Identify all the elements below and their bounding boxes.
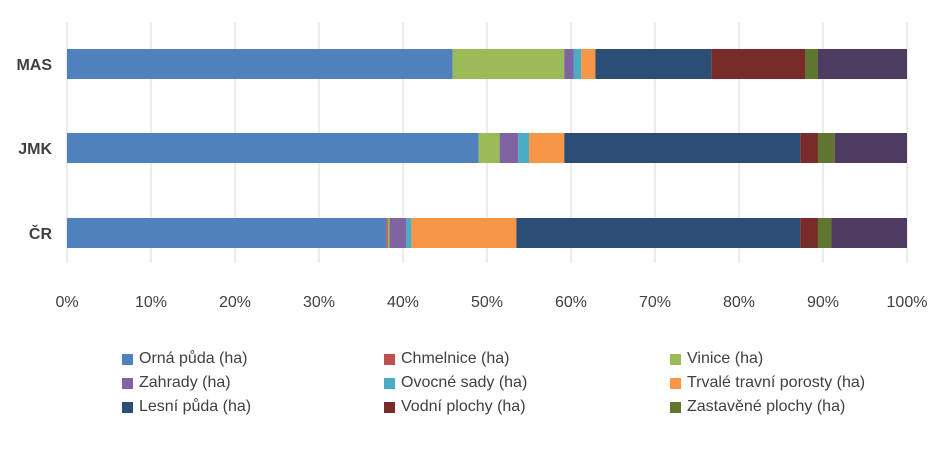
legend-swatch	[670, 353, 681, 365]
category-label: ČR	[29, 224, 53, 243]
x-tick-label: 70%	[639, 294, 671, 311]
legend-item: Ovocné sady (ha)	[384, 374, 527, 392]
bar-segment	[805, 49, 818, 79]
bar-segment	[595, 49, 712, 79]
bar-segment	[817, 133, 835, 163]
x-tick-label: 20%	[219, 294, 251, 311]
bar-segment	[711, 49, 806, 79]
bar-segment	[831, 218, 907, 248]
legend-label: Ovocné sady (ha)	[401, 374, 528, 391]
legend-label: Zahrady (ha)	[139, 374, 231, 391]
bar-segment	[800, 133, 818, 163]
legend-label: Trvalé travní porosty (ha)	[687, 374, 866, 391]
bar-segment	[817, 218, 832, 248]
legend-label: Lesní půda (ha)	[139, 398, 252, 415]
bar-segment	[406, 218, 412, 248]
legend-label: Orná půda (ha)	[139, 350, 248, 367]
legend-item: Orná půda (ha)	[122, 350, 248, 368]
bar-segment	[389, 218, 407, 248]
legend-swatch	[384, 377, 395, 389]
category-label: MAS	[16, 57, 52, 74]
legend-swatch	[122, 377, 133, 389]
x-tick-label: 40%	[387, 294, 419, 311]
legend-swatch	[122, 353, 133, 365]
legend-item: Vodní plochy (ha)	[384, 398, 526, 416]
bar-segment	[478, 133, 500, 163]
legend-item: Chmelnice (ha)	[384, 350, 509, 368]
legend-swatch	[670, 401, 681, 413]
bar-segment	[581, 49, 596, 79]
legend-swatch	[384, 401, 395, 413]
x-tick-label: 30%	[303, 294, 335, 311]
category-label: JMK	[18, 141, 52, 158]
bar-segment	[516, 218, 801, 248]
x-tick-label: 80%	[723, 294, 755, 311]
bar-segment	[529, 133, 565, 163]
legend-item: Zastavěné plochy (ha)	[670, 398, 845, 416]
bar-segment	[518, 133, 529, 163]
bar-segment	[411, 218, 517, 248]
bar-segment	[564, 49, 574, 79]
bar-segment	[499, 133, 519, 163]
bar-segment	[800, 218, 818, 248]
x-tick-label: 10%	[135, 294, 167, 311]
bar-segment	[386, 218, 388, 248]
legend-swatch	[384, 353, 395, 365]
bar-segment	[67, 133, 479, 163]
x-tick-label: 60%	[555, 294, 587, 311]
bar-segment	[834, 133, 907, 163]
bar-segment	[817, 49, 907, 79]
bar-segment	[564, 133, 801, 163]
bar-segment	[67, 218, 387, 248]
bar-segment	[387, 218, 390, 248]
bar-segment	[67, 49, 453, 79]
legend-item: Zahrady (ha)	[122, 374, 231, 392]
legend-swatch	[670, 377, 681, 389]
legend-label: Vodní plochy (ha)	[401, 398, 526, 415]
x-tick-label: 100%	[887, 294, 928, 311]
legend-swatch	[122, 401, 133, 413]
bar-segment	[573, 49, 582, 79]
bar-segment	[452, 49, 565, 79]
legend-item: Lesní půda (ha)	[122, 398, 251, 416]
x-tick-label: 50%	[471, 294, 503, 311]
x-tick-label: 0%	[55, 294, 78, 311]
legend-item: Vinice (ha)	[670, 350, 763, 368]
legend-label: Vinice (ha)	[687, 350, 764, 367]
legend-item: Trvalé travní porosty (ha)	[670, 374, 865, 392]
legend-label: Chmelnice (ha)	[401, 350, 510, 367]
legend-label: Zastavěné plochy (ha)	[687, 398, 846, 415]
x-tick-label: 90%	[807, 294, 839, 311]
